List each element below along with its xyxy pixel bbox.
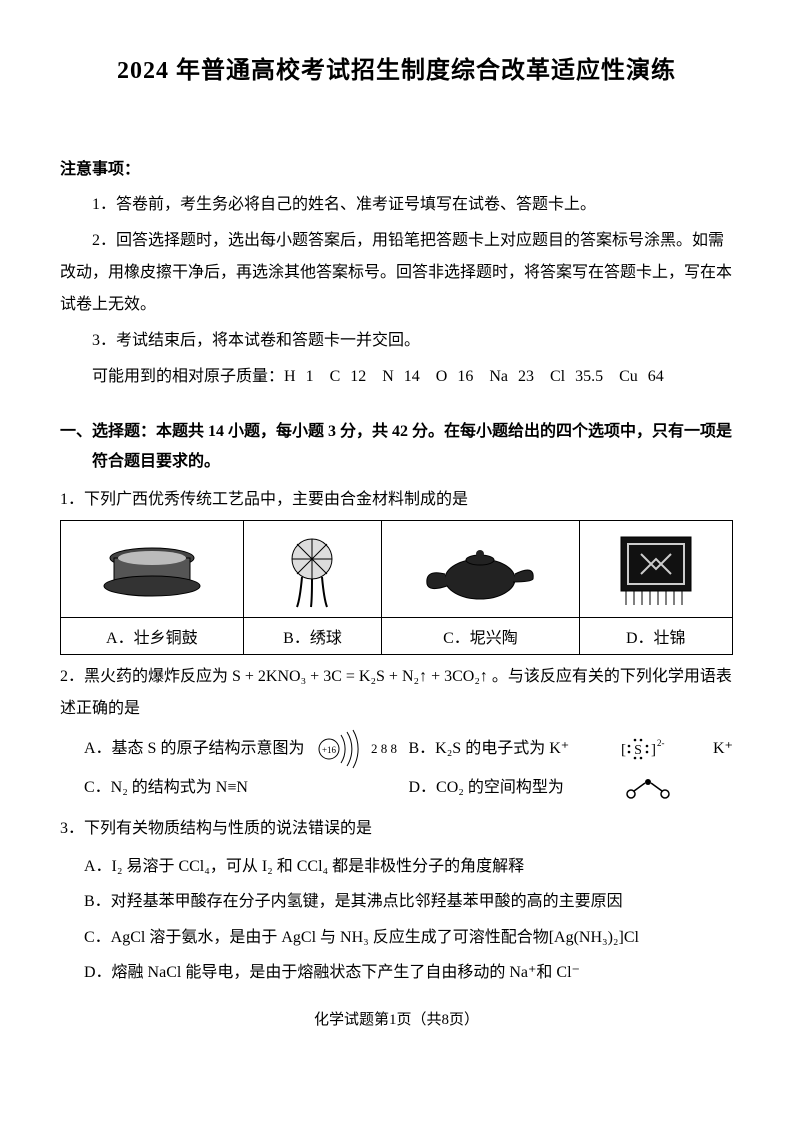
q2-opt-c: C．N₂ 的结构式为 N≡N [84,769,409,807]
lewis-structure-icon: [ S ] 2- [617,732,665,766]
page-title: 2024 年普通高校考试招生制度综合改革适应性演练 [60,50,733,85]
page-footer: 化学试题第1页（共8页） [60,1008,733,1029]
q1-img-b [243,520,382,617]
atomic-mass-line: 可能用到的相对原子质量：H 1 C 12 N 14 O 16 Na 23 Cl … [60,361,733,393]
svg-text:+16: +16 [322,745,337,755]
notice-item-2: 2．回答选择题时，选出每小题答案后，用铅笔把答题卡上对应题目的答案标号涂黑。如需… [60,225,733,321]
brocade-icon [606,529,706,609]
svg-text:2 8 8: 2 8 8 [371,741,397,756]
q1-opt-a: A．壮乡铜鼓 [61,617,244,654]
q2-opt-d-text: D．CO₂ 的空间构型为 [409,769,564,807]
atom-structure-icon: +16 2 8 8 [311,729,401,769]
q3-opt-b: B．对羟基苯甲酸存在分子内氢键，是其沸点比邻羟基苯甲酸的高的主要原因 [84,884,733,919]
q3-opt-a: A．I₂ 易溶于 CCl₄，可从 I₂ 和 CCl₄ 都是非极性分子的角度解释 [84,849,733,884]
svg-text:S: S [634,743,642,758]
section-1-heading: 一、选择题：本题共 14 小题，每小题 3 分，共 42 分。在每小题给出的四个… [60,417,733,478]
q1-opt-b: B．绣球 [243,617,382,654]
ball-icon [267,529,357,609]
svg-text:]: ] [651,742,656,758]
q1-img-c [382,520,579,617]
q2-opt-a: A．基态 S 的原子结构示意图为 +16 2 8 8 [84,729,409,769]
q1-img-a [61,520,244,617]
q2-opt-d: D．CO₂ 的空间构型为 [409,769,734,807]
q1-option-table: A．壮乡铜鼓 B．绣球 C．坭兴陶 D．壮锦 [60,520,733,655]
atomic-values: H 1 C 12 N 14 O 16 Na 23 Cl 35.5 Cu 64 [284,368,664,385]
q1-stem: 1．下列广西优秀传统工艺品中，主要由合金材料制成的是 [60,484,733,516]
q3-opt-d: D．熔融 NaCl 能导电，是由于熔融状态下产生了自由移动的 Na⁺和 Cl⁻ [84,955,733,990]
svg-text:2-: 2- [657,738,665,748]
q2-opt-b: B．K₂S 的电子式为 K⁺ [ S ] 2- K⁺ [409,730,734,768]
q2-opt-b-prefix: B．K₂S 的电子式为 K⁺ [409,730,570,768]
svg-text:[: [ [621,742,626,758]
q2-stem: 2．黑火药的爆炸反应为 S + 2KNO₃ + 3C = K₂S + N₂↑ +… [60,661,733,725]
q1-opt-c: C．坭兴陶 [382,617,579,654]
drum-icon [92,534,212,604]
notice-heading: 注意事项： [60,155,733,179]
q3-stem: 3．下列有关物质结构与性质的说法错误的是 [60,813,733,845]
atomic-label: 可能用到的相对原子质量： [92,368,284,385]
notice-item-1: 1．答卷前，考生务必将自己的姓名、准考证号填写在试卷、答题卡上。 [60,189,733,221]
bent-molecule-icon [623,776,673,800]
q1-img-d [579,520,732,617]
q2-opt-b-suffix: K⁺ [713,730,733,768]
q3-opt-c: C．AgCl 溶于氨水，是由于 AgCl 与 NH₃ 反应生成了可溶性配合物[A… [84,920,733,955]
notice-item-3: 3．考试结束后，将本试卷和答题卡一并交回。 [60,325,733,357]
q1-opt-d: D．壮锦 [579,617,732,654]
teapot-icon [415,534,545,604]
q2-opt-a-text: A．基态 S 的原子结构示意图为 [84,730,304,768]
